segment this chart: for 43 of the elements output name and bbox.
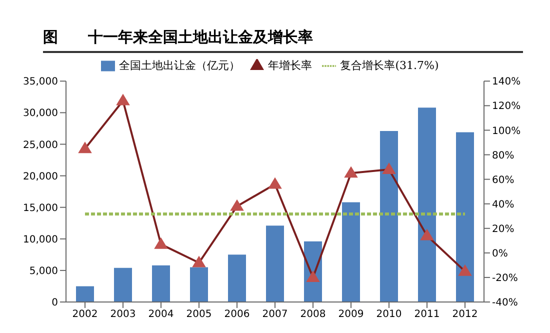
y2-tick-label: 140% bbox=[492, 76, 521, 88]
x-tick-label: 2002 bbox=[72, 309, 98, 320]
y2-tick-label: -20% bbox=[492, 273, 518, 284]
y-tick-label: 15,000 bbox=[23, 202, 58, 214]
y-tick-label: 25,000 bbox=[23, 140, 58, 151]
chart-title: 图 十一年来全国土地出让金及增长率 bbox=[43, 28, 523, 53]
legend-label: 复合增长率(31.7%) bbox=[340, 59, 439, 72]
y-tick-label: 10,000 bbox=[23, 234, 58, 246]
y-tick-label: 0 bbox=[52, 298, 58, 309]
x-tick-label: 2012 bbox=[452, 309, 478, 320]
bar bbox=[114, 268, 132, 302]
y2-tick-label: 20% bbox=[492, 224, 514, 235]
legend-label: 年增长率 bbox=[268, 59, 312, 72]
bar bbox=[190, 267, 208, 302]
y-tick-label: 20,000 bbox=[23, 171, 58, 182]
x-tick-label: 2007 bbox=[262, 309, 288, 320]
bar bbox=[456, 132, 474, 302]
y2-tick-label: 120% bbox=[492, 101, 521, 112]
y-tick-label: 30,000 bbox=[23, 108, 58, 120]
x-tick-label: 2009 bbox=[338, 309, 364, 320]
x-tick-label: 2004 bbox=[148, 309, 174, 320]
bar bbox=[342, 202, 360, 302]
bar bbox=[418, 108, 436, 302]
bar bbox=[380, 130, 398, 302]
y2-tick-label: 100% bbox=[492, 126, 521, 137]
bar bbox=[152, 265, 170, 302]
y2-tick-label: 60% bbox=[492, 174, 514, 186]
legend-label: 全国土地出让金（亿元） bbox=[119, 59, 240, 72]
y-tick-label: 35,000 bbox=[23, 76, 58, 88]
x-tick-label: 2010 bbox=[376, 309, 402, 320]
y2-tick-label: 0% bbox=[492, 248, 508, 260]
x-tick-label: 2005 bbox=[186, 309, 212, 320]
y2-tick-label: -40% bbox=[492, 298, 518, 309]
y2-tick-label: 40% bbox=[492, 199, 514, 210]
y-tick-label: 5,000 bbox=[29, 266, 58, 277]
y2-tick-label: 80% bbox=[492, 150, 514, 162]
bar bbox=[228, 254, 246, 302]
x-tick-label: 2006 bbox=[224, 309, 250, 320]
bar bbox=[76, 286, 94, 302]
x-tick-label: 2003 bbox=[110, 309, 136, 320]
x-tick-label: 2011 bbox=[414, 309, 440, 320]
bar bbox=[266, 226, 284, 302]
x-tick-label: 2008 bbox=[300, 309, 326, 320]
